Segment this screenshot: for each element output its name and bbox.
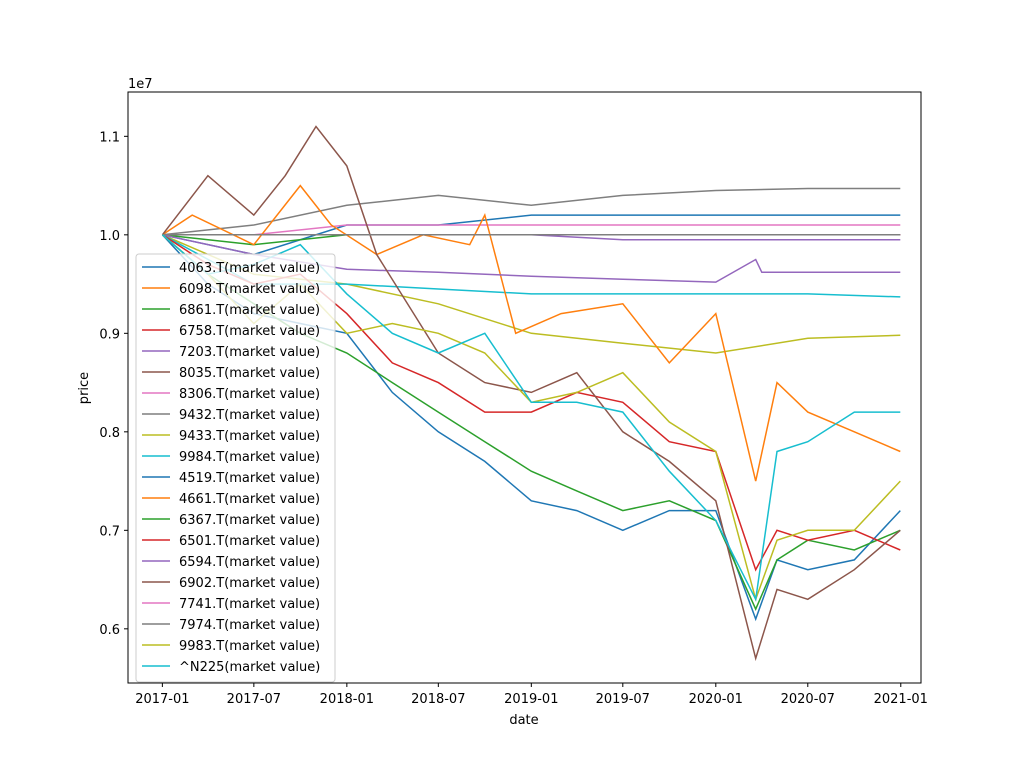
y-tick-label: 0.9 xyxy=(99,327,120,342)
legend-entry: 8306.T(market value) xyxy=(179,387,320,402)
series-line-7 xyxy=(162,187,901,236)
series-line-19 xyxy=(161,234,901,602)
y-axis-label: price xyxy=(77,372,92,404)
y-tick-label: 1.0 xyxy=(99,229,120,244)
y-tick-label: 1.1 xyxy=(99,130,120,145)
legend-entry: 4063.T(market value) xyxy=(179,261,320,276)
legend-entry: 9433.T(market value) xyxy=(179,429,320,444)
x-tick-label: 2021-01 xyxy=(874,692,928,707)
legend-box xyxy=(135,253,336,683)
legend-entry: 7203.T(market value) xyxy=(179,345,320,360)
y-offset-label: 1e7 xyxy=(128,77,153,92)
y-tick-label: 0.8 xyxy=(99,426,120,441)
legend-entry: 6758.T(market value) xyxy=(179,324,320,339)
x-tick-label: 2020-01 xyxy=(689,692,743,707)
legend-entry: 7974.T(market value) xyxy=(179,618,320,633)
x-tick-label: 2019-01 xyxy=(504,692,558,707)
plot-frame xyxy=(127,91,922,684)
x-tick-label: 2020-07 xyxy=(781,692,835,707)
legend-entry: 6861.T(market value) xyxy=(179,303,320,318)
x-tick-label: 2018-07 xyxy=(411,692,465,707)
legend: 4063.T(market value) 6098.T(market value)… xyxy=(135,253,336,683)
legend-entry: 4661.T(market value) xyxy=(179,492,320,507)
x-tick-label: 2019-07 xyxy=(596,692,650,707)
legend-entry: 9432.T(market value) xyxy=(179,408,320,423)
series-line-0 xyxy=(162,214,901,256)
legend-entry: 6501.T(market value) xyxy=(179,534,320,549)
y-axis: 0.6 0.7 0.8 0.9 1.0 1.1 xyxy=(99,130,128,638)
x-axis-label: date xyxy=(509,713,538,728)
legend-entry: 9983.T(market value) xyxy=(179,639,320,654)
legend-entry: 6594.T(market value) xyxy=(179,555,320,570)
legend-entry: 4519.T(market value) xyxy=(179,471,320,486)
series-line-6 xyxy=(162,224,901,236)
legend-entry: 6098.T(market value) xyxy=(179,282,320,297)
legend-entry: 9984.T(market value) xyxy=(179,450,320,465)
legend-entry: 8035.T(market value) xyxy=(179,366,320,381)
legend-entry: ^N225(market value) xyxy=(179,660,320,675)
y-tick-label: 0.6 xyxy=(99,623,120,638)
y-tick-label: 0.7 xyxy=(99,524,120,539)
legend-entry: 7741.T(market value) xyxy=(179,597,320,612)
x-tick-label: 2018-01 xyxy=(320,692,374,707)
x-tick-label: 2017-01 xyxy=(135,692,189,707)
series-line-11 xyxy=(161,184,901,482)
legend-entry: 6367.T(market value) xyxy=(179,513,320,528)
series-line-15 xyxy=(161,125,901,662)
x-axis: 2017-01 2017-07 2018-01 2018-07 2019-01 2019-… xyxy=(135,683,928,707)
x-tick-label: 2017-07 xyxy=(227,692,281,707)
legend-entry: 6902.T(market value) xyxy=(179,576,320,591)
